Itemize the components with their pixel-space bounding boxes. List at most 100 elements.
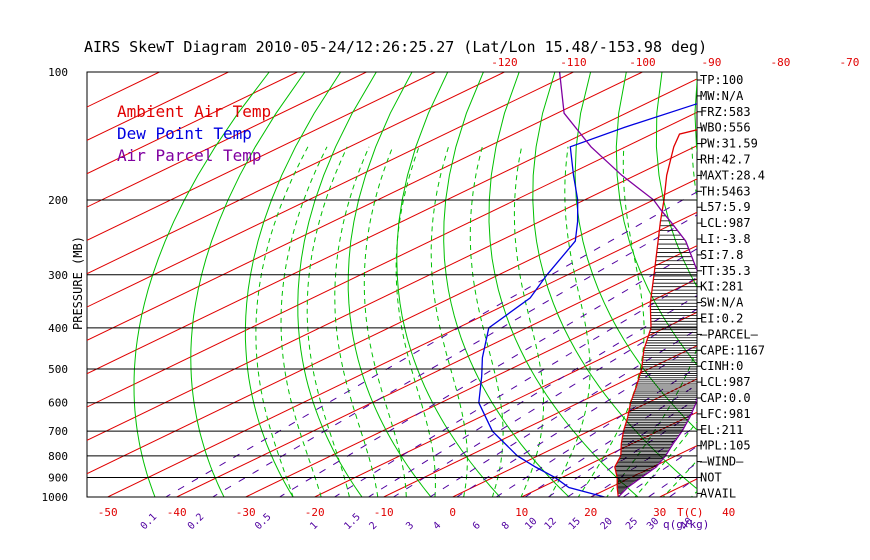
isotherm-line [87,178,697,475]
mixing-ratio-tick: 2 [368,520,380,532]
mixing-ratio-line [278,248,697,497]
mixing-ratio-tick: 15 [567,516,583,532]
isotherm-line [87,72,643,341]
parameter-entry: MAXT:28.4 [700,168,765,182]
mixing-ratio-tick: 1 [308,520,320,532]
parameter-entry: WBO:556 [700,121,751,135]
mixing-ratio-line [622,445,697,497]
mixing-ratio-lines [164,191,697,497]
parameter-entry: PW:31.59 [700,137,758,151]
parameter-entry: LCL:987 [700,216,751,230]
moist-adiabat-line [363,146,407,497]
dry-adiabat-line [244,72,342,497]
parameter-entry: RH:42.7 [700,153,751,167]
mixing-ratio-line [392,308,697,497]
moist-adiabat-line [469,146,504,497]
pressure-tick: 400 [48,322,68,335]
isotherm-line [245,278,697,497]
pressure-tick: 800 [48,450,68,463]
parameter-entry: LCL:987 [700,375,751,389]
mixing-ratio-line [647,462,697,497]
chart-title: AIRS SkewT Diagram 2010-05-24/12:26:25.2… [84,38,707,56]
dry-adiabat-line [841,72,870,506]
parameter-entry: LI:-3.8 [700,232,751,246]
top-temp-tick: -70 [840,56,860,69]
dry-adiabat-lines [133,72,870,506]
isotherm-line [176,245,697,497]
dry-adiabat-line [133,72,270,497]
legend-entry: Air Parcel Temp [117,146,262,165]
parameter-entry: SI:7.8 [700,248,743,262]
mixing-ratio-axis-label: q(g/kg) [663,518,709,531]
isotherm-line [798,72,870,497]
moist-adiabat-line [255,146,309,497]
isotherm-line [314,311,697,497]
isotherm-line [659,478,697,497]
sounding-series [478,72,697,497]
pressure-tick: 300 [48,269,68,282]
mixing-ratio-line [547,398,697,497]
dry-adiabat-line [532,72,697,490]
mixing-ratio-line [164,191,697,497]
dry-adiabat-line [488,72,639,497]
bottom-temperature-tick-labels: -50 -40 -30 -20 -10 0 10 20 30 40 [98,506,736,519]
top-temp-tick: -90 [702,56,722,69]
x-axis-label: T(C) [677,506,704,519]
bottom-temp-tick: -30 [236,506,256,519]
pressure-tick: 500 [48,363,68,376]
pressure-tick: 700 [48,425,68,438]
mixing-ratio-tick: 25 [624,516,640,532]
isotherm-line [87,72,367,208]
series-line-ambient-air-temp [614,129,697,497]
mixing-ratio-line [211,214,697,497]
bottom-temp-tick: -20 [305,506,325,519]
bottom-temp-tick: 10 [515,506,528,519]
isotherm-line [87,72,505,275]
isotherm-line [87,72,436,241]
pressure-tick-labels: 100 200 300 400 500 600 700 800 900 1000 [42,66,69,504]
mixing-ratio-tick: 20 [599,516,615,532]
parameter-entry: AVAIL [700,486,736,500]
mixing-ratio-tick: 1.5 [342,512,363,533]
isotherm-line [452,378,697,497]
dry-adiabat-line [769,72,870,506]
parameter-entry: CAPE:1167 [700,343,765,357]
bottom-temp-tick: 40 [722,506,735,519]
parameter-entry: EL:211 [700,423,743,437]
parameter-entry: FRZ:583 [700,105,751,119]
mixing-ratio-tick: 4 [431,520,443,532]
parameter-entry: L57:5.9 [700,200,751,214]
series-line-air-parcel-temp [558,72,697,497]
top-temp-tick: -120 [491,56,518,69]
isotherm-line [87,111,697,408]
bottom-temp-tick: 0 [449,506,456,519]
cape-hatch-area [615,215,697,494]
mixing-ratio-line [429,328,697,497]
parameter-entry: —PARCEL— [700,327,759,341]
pressure-tick: 900 [48,472,68,485]
isotherm-line [107,211,697,497]
mixing-ratio-line [367,294,697,497]
dry-adiabat-line [615,72,697,366]
moist-adiabat-line [738,147,870,506]
parameter-entry: MW:N/A [700,89,744,103]
mixing-ratio-line [566,409,697,497]
mixing-ratio-tick: 0.1 [139,512,160,533]
legend-entry: Ambient Air Temp [117,102,271,121]
mixing-ratio-tick: 6 [471,520,483,532]
mixing-ratio-tick: 3 [404,520,416,532]
bottom-temp-tick: 30 [653,506,666,519]
legend: Ambient Air Temp Dew Point Temp Air Parcel… [117,102,271,165]
pressure-tick: 600 [48,397,68,410]
dry-adiabat-line [396,72,501,497]
dry-adiabat-line [297,72,377,497]
isotherm-line [87,78,697,375]
mixing-ratio-line [668,476,697,497]
parameter-entry: TT:35.3 [700,264,751,278]
dry-adiabat-line [347,72,432,497]
parameter-entry: TP:100 [700,73,743,87]
parameter-readout: TP:100 MW:N/A FRZ:583 WBO:556 PW:31.59 RH:42.… [697,73,765,500]
y-axis-label: PRESSURE (MB) [71,236,85,330]
mixing-ratio-tick: 0.2 [186,512,207,533]
